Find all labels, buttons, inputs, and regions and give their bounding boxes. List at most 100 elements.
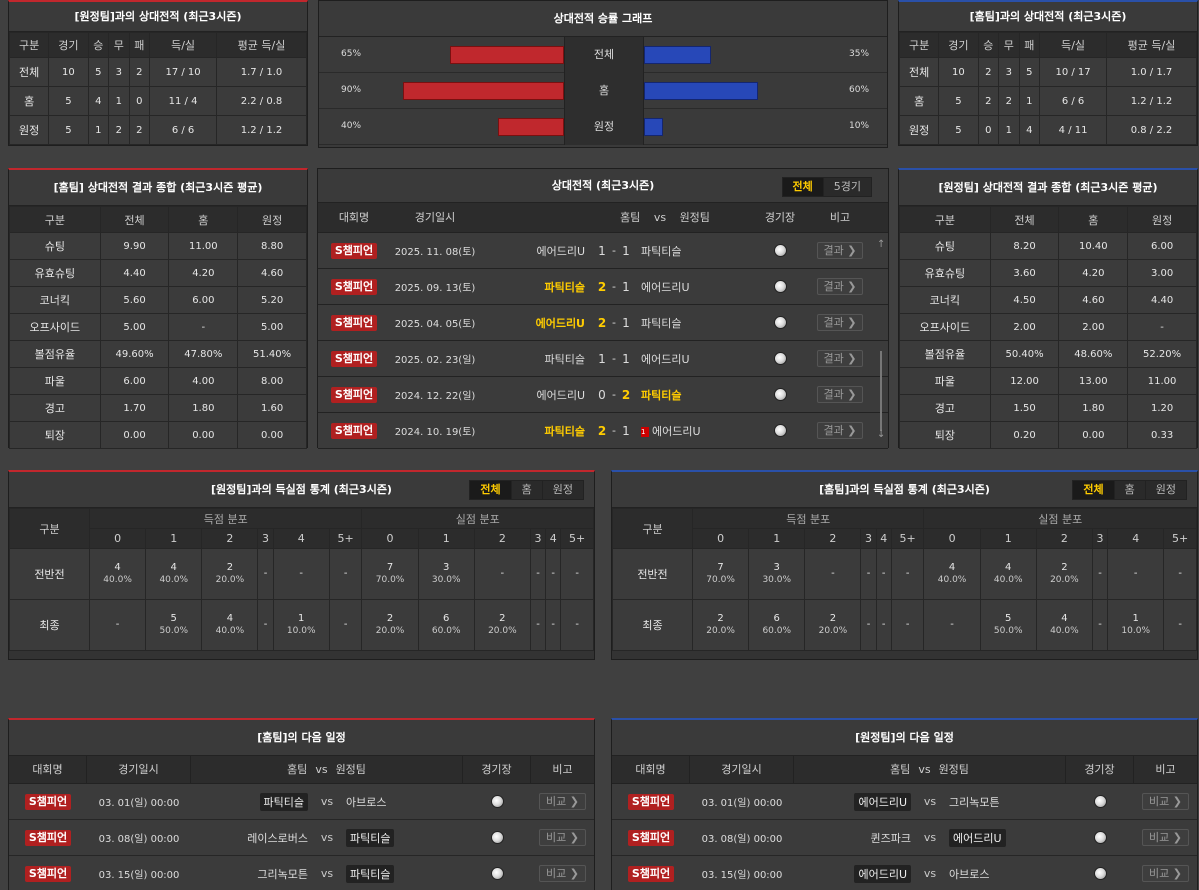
league-badge[interactable]: S챔피언 bbox=[330, 314, 378, 331]
goals-tab[interactable]: 전체 bbox=[1073, 481, 1115, 499]
bucket-header: 0 bbox=[923, 528, 981, 549]
stadium-icon[interactable] bbox=[490, 831, 504, 845]
league-badge[interactable]: S챔피언 bbox=[627, 829, 675, 846]
bucket-header: 3 bbox=[1091, 528, 1109, 549]
league-badge[interactable]: S챔피언 bbox=[330, 350, 378, 367]
goals-count: - bbox=[866, 568, 871, 579]
note-cell: 비교 ❯ bbox=[1134, 829, 1197, 846]
league-badge[interactable]: S챔피언 bbox=[330, 278, 378, 295]
result-button[interactable]: 결과 ❯ bbox=[816, 278, 864, 295]
cell: 1.80 bbox=[168, 394, 239, 422]
result-button[interactable]: 결과 ❯ bbox=[816, 386, 864, 403]
table-row: 유효슈팅 4.40 4.20 4.60 bbox=[9, 259, 307, 287]
goals-pct: 10.0% bbox=[1121, 626, 1150, 636]
league-badge[interactable]: S챔피언 bbox=[24, 829, 72, 846]
home-team[interactable]: 레이스로버스 bbox=[247, 831, 308, 845]
stadium-icon[interactable] bbox=[773, 424, 787, 438]
home-team[interactable]: 퀸즈파크 bbox=[870, 831, 911, 845]
compare-button[interactable]: 비교 ❯ bbox=[1142, 793, 1189, 810]
cell: 1.2 / 1.2 bbox=[1106, 86, 1197, 116]
next-title: [원정팀]의 다음 일정 bbox=[612, 720, 1197, 756]
home-team[interactable]: 에어드리U bbox=[536, 388, 585, 402]
goals-pct: 50.0% bbox=[993, 626, 1023, 636]
home-team[interactable]: 파틱티슬 bbox=[259, 792, 308, 811]
away-team[interactable]: 파틱티슬 bbox=[641, 316, 682, 330]
scroll-up-icon[interactable]: ↑ bbox=[877, 239, 886, 250]
goals-tab[interactable]: 홈 bbox=[512, 481, 543, 499]
away-team[interactable]: 아브로스 bbox=[949, 867, 990, 881]
goals-count: - bbox=[263, 619, 268, 630]
bucket-header: 2 bbox=[804, 528, 862, 549]
league-badge[interactable]: S챔피언 bbox=[627, 793, 675, 810]
goals-table: 구분 득점 분포 실점 분포 0 1 2 3 4 5+ 0 1 2 3 4 5+ 전반전 7 70.0% 3 30.0… bbox=[612, 508, 1197, 651]
cell: 6 / 6 bbox=[149, 115, 217, 145]
goals-tab[interactable]: 전체 bbox=[470, 481, 512, 499]
stadium-icon[interactable] bbox=[773, 244, 787, 258]
away-team[interactable]: 에어드리U bbox=[949, 828, 1006, 847]
tab-5games[interactable]: 5경기 bbox=[833, 180, 861, 193]
home-team[interactable]: 그리녹모튼 bbox=[257, 867, 308, 881]
home-team[interactable]: 파틱티슬 bbox=[544, 424, 585, 438]
away-team[interactable]: 파틱티슬 bbox=[641, 244, 682, 258]
goals-cell: - bbox=[875, 599, 892, 651]
stadium-icon[interactable] bbox=[490, 867, 504, 881]
stadium-icon[interactable] bbox=[1093, 831, 1107, 845]
goals-tab[interactable]: 원정 bbox=[1155, 483, 1176, 496]
away-h2h-table: 구분 경기 승 무 패 득/실 평균 득/실 전체 10 5 3 2 17 / 10 1.7 / 1.0 홈… bbox=[8, 32, 307, 145]
away-team[interactable]: 그리녹모튼 bbox=[949, 795, 1000, 809]
league-badge[interactable]: S챔피언 bbox=[627, 865, 675, 882]
away-team[interactable]: 에어드리U bbox=[641, 280, 690, 294]
home-team[interactable]: 에어드리U bbox=[854, 864, 911, 883]
compare-button[interactable]: 비교 ❯ bbox=[539, 829, 586, 846]
cell: 0.33 bbox=[1127, 421, 1197, 449]
home-team[interactable]: 파틱티슬 bbox=[544, 280, 585, 294]
compare-button[interactable]: 비교 ❯ bbox=[1142, 829, 1189, 846]
away-team[interactable]: 아브로스 bbox=[346, 795, 387, 809]
league-badge[interactable]: S챔피언 bbox=[330, 422, 378, 439]
teams-cell: 파틱티슬 2-1 에어드리U bbox=[480, 279, 760, 295]
away-team[interactable]: 에어드리U bbox=[641, 352, 690, 366]
scrollbar[interactable]: ↑ ↓ bbox=[877, 239, 885, 444]
goals-tab[interactable]: 원정 bbox=[552, 483, 573, 496]
compare-button[interactable]: 비교 ❯ bbox=[1142, 865, 1189, 882]
home-cell: 퀸즈파크 bbox=[794, 830, 911, 846]
league-badge[interactable]: S챔피언 bbox=[24, 793, 72, 810]
home-team[interactable]: 에어드리U bbox=[854, 792, 911, 811]
away-team[interactable]: 에어드리U bbox=[652, 424, 701, 438]
stadium-icon[interactable] bbox=[773, 352, 787, 366]
result-button[interactable]: 결과 ❯ bbox=[816, 422, 864, 439]
stadium-icon[interactable] bbox=[773, 280, 787, 294]
home-team[interactable]: 에어드리U bbox=[535, 316, 585, 330]
league-badge[interactable]: S챔피언 bbox=[330, 386, 378, 403]
home-team[interactable]: 에어드리U bbox=[536, 244, 585, 258]
home-team[interactable]: 파틱티슬 bbox=[544, 352, 585, 366]
stadium-icon[interactable] bbox=[1093, 795, 1107, 809]
scroll-down-icon[interactable]: ↓ bbox=[877, 429, 886, 440]
result-button[interactable]: 결과 ❯ bbox=[816, 350, 864, 367]
tab-all[interactable]: 전체 bbox=[782, 178, 824, 196]
cell: 6 / 6 bbox=[1039, 86, 1107, 116]
row-label: 유효슈팅 bbox=[899, 259, 991, 287]
note-cell: 결과 ❯ bbox=[810, 278, 870, 295]
result-button[interactable]: 결과 ❯ bbox=[816, 242, 864, 259]
goals-row-label: 전반전 bbox=[612, 548, 693, 600]
goals-tab[interactable]: 홈 bbox=[1115, 481, 1146, 499]
h2h-matches-panel: 상대전적 (최근3시즌) 전체 5경기 대회명 경기일시 홈팀 vs 원정팀 경… bbox=[317, 168, 889, 449]
stadium-icon[interactable] bbox=[773, 316, 787, 330]
home-h2h-title: [홈팀]과의 상대전적 (최근3시즌) bbox=[899, 2, 1197, 32]
compare-button[interactable]: 비교 ❯ bbox=[539, 793, 586, 810]
cell: 4.20 bbox=[168, 259, 239, 287]
compare-button[interactable]: 비교 ❯ bbox=[539, 865, 586, 882]
away-team[interactable]: 파틱티슬 bbox=[346, 864, 395, 883]
away-team[interactable]: 파틱티슬 bbox=[346, 828, 395, 847]
league-badge[interactable]: S챔피언 bbox=[24, 865, 72, 882]
scroll-thumb[interactable] bbox=[880, 351, 882, 431]
result-button[interactable]: 결과 ❯ bbox=[816, 314, 864, 331]
left-pct: 65% bbox=[341, 49, 362, 59]
league-badge[interactable]: S챔피언 bbox=[330, 242, 378, 259]
away-team[interactable]: 파틱티슬 bbox=[641, 388, 682, 402]
stadium-icon[interactable] bbox=[773, 388, 787, 402]
stadium-icon[interactable] bbox=[1093, 867, 1107, 881]
stadium-icon[interactable] bbox=[490, 795, 504, 809]
away-h2h-panel: [원정팀]과의 상대전적 (최근3시즌) 구분 경기 승 무 패 득/실 평균 득/실 전체 1… bbox=[8, 0, 308, 146]
